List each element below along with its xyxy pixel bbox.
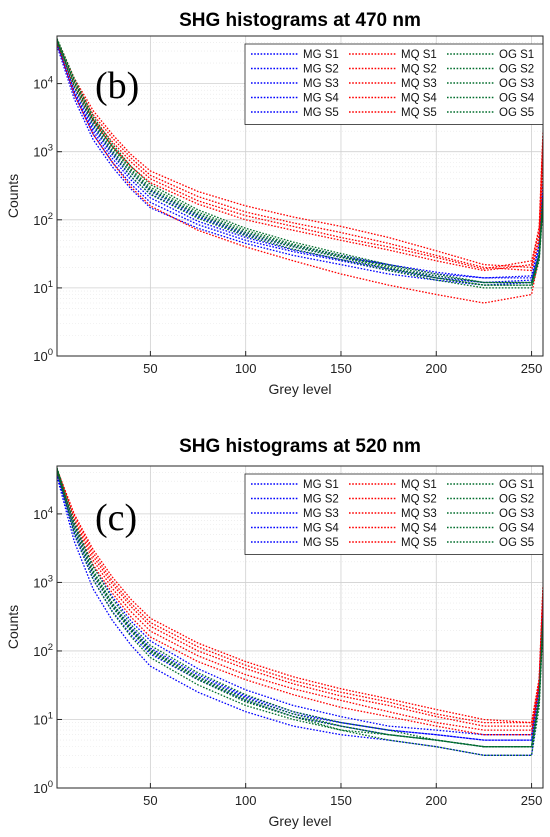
chart-panel-2: 100 101 102 103 104 50 100 150 200 250 SHG histogr… [5, 436, 544, 829]
series-line-og-s2 [57, 469, 543, 748]
y-tick-label: 100 [33, 779, 53, 796]
x-tick-label: 250 [521, 793, 543, 808]
legend-label: OG S5 [499, 107, 534, 119]
series-line-og-s5 [57, 39, 543, 286]
series-group [57, 467, 543, 756]
legend-label: MG S1 [303, 49, 339, 61]
legend-label: OG S1 [499, 479, 534, 491]
panel-tag: (c) [95, 497, 137, 539]
x-axis-label: Grey level [268, 813, 331, 829]
legend: MG S1 MG S2 MG S3 MG S4 MG S5 MQ S1 MQ S2 MQ S3… [244, 473, 544, 555]
legend-label: MQ S4 [401, 523, 437, 535]
legend-label: MQ S1 [401, 49, 437, 61]
series-line-og-s4 [57, 471, 543, 756]
series-line-mq-s5 [57, 470, 543, 731]
series-line-og-s3 [57, 38, 543, 284]
axes-box [56, 465, 544, 789]
legend-label: OG S4 [499, 93, 535, 105]
x-tick-label: 250 [521, 361, 543, 376]
legend-label: MG S3 [303, 78, 339, 90]
series-line-og-s5 [57, 468, 543, 748]
series-line-mg-s1 [57, 472, 543, 741]
legend-label: MG S2 [303, 494, 339, 506]
legend-label: OG S3 [499, 508, 534, 520]
x-tick-label: 150 [330, 361, 352, 376]
x-axis-label: Grey level [268, 381, 331, 397]
series-line-mq-s3 [57, 42, 543, 304]
series-line-mq-s2 [57, 470, 543, 727]
y-tick-label: 101 [33, 279, 53, 296]
x-tick-label: 150 [330, 793, 352, 808]
legend-label: MG S4 [303, 523, 339, 535]
y-axis-label: Counts [5, 605, 21, 649]
y-tick-label: 101 [33, 710, 53, 727]
y-tick-label: 104 [33, 505, 53, 522]
legend-box [244, 43, 544, 125]
legend-label: MQ S3 [401, 508, 437, 520]
x-tick-label: 50 [143, 793, 157, 808]
x-tick-label: 200 [425, 361, 447, 376]
series-line-mg-s2 [57, 43, 543, 284]
y-tick-label: 100 [33, 347, 53, 364]
legend-label: MQ S2 [401, 494, 437, 506]
legend-label: MG S5 [303, 537, 339, 549]
y-tick-label: 102 [33, 642, 53, 659]
series-line-mq-s2 [57, 40, 543, 272]
chart-title: SHG histograms at 520 nm [179, 436, 421, 457]
series-line-mg-s5 [57, 473, 543, 741]
series-line-mq-s4 [57, 469, 543, 724]
x-tick-label: 200 [425, 793, 447, 808]
legend-box [244, 473, 544, 555]
legend-label: MG S5 [303, 107, 339, 119]
series-line-mq-s1 [57, 38, 543, 269]
legend-label: MG S3 [303, 508, 339, 520]
x-tick-label: 100 [235, 793, 257, 808]
axes-box [56, 35, 544, 357]
series-line-mg-s5 [57, 43, 543, 284]
legend-label: MG S4 [303, 93, 339, 105]
legend-label: MQ S1 [401, 479, 437, 491]
y-tick-label: 103 [33, 573, 53, 590]
legend-label: MQ S5 [401, 107, 437, 119]
panel-tag: (b) [95, 65, 139, 107]
legend-label: MQ S2 [401, 64, 437, 76]
legend: MG S1 MG S2 MG S3 MG S4 MG S5 MQ S1 MQ S2 MQ S3… [244, 43, 544, 125]
legend-label: OG S3 [499, 78, 534, 90]
legend-label: MQ S4 [401, 93, 437, 105]
series-line-mq-s1 [57, 468, 543, 724]
series-line-mg-s4 [57, 45, 543, 286]
legend-label: OG S5 [499, 537, 534, 549]
chart-panel-1: 100 101 102 103 104 50 100 150 200 250 SHG histogr… [5, 10, 544, 397]
y-tick-label: 102 [33, 211, 53, 228]
y-tick-label: 103 [33, 143, 53, 160]
y-tick-label: 104 [33, 75, 53, 92]
legend-label: OG S1 [499, 49, 534, 61]
legend-label: OG S2 [499, 64, 534, 76]
legend-label: OG S4 [499, 523, 535, 535]
x-tick-label: 50 [143, 361, 157, 376]
legend-label: MG S1 [303, 479, 339, 491]
x-tick-label: 100 [235, 361, 257, 376]
legend-label: MQ S5 [401, 537, 437, 549]
y-axis-label: Counts [5, 174, 21, 218]
legend-label: OG S2 [499, 494, 534, 506]
chart-title: SHG histograms at 470 nm [179, 10, 421, 31]
legend-label: MG S2 [303, 64, 339, 76]
series-line-mg-s1 [57, 42, 543, 279]
series-group [57, 38, 543, 304]
legend-label: MQ S3 [401, 78, 437, 90]
